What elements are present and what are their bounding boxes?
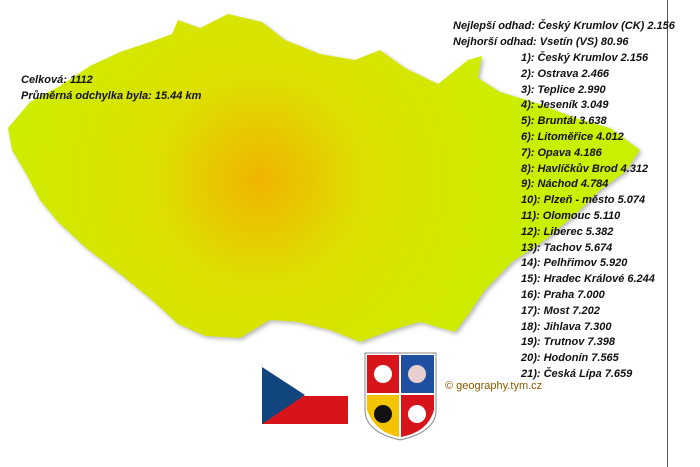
ranking-item: 12): Liberec 5.382 [521,225,614,238]
ranking-item: 13): Tachov 5.674 [521,241,613,254]
best-guess: Nejlepší odhad: Český Krumlov (CK) 2.156 [453,20,675,32]
ranking-item: 21): Česká Lípa 7.659 [521,368,633,380]
czech-coat-of-arms [364,352,437,441]
ranking-item: 18): Jihlava 7.300 [521,320,612,333]
copyright: © geography.tym.cz [445,380,543,392]
ranking-item: 4): Jeseník 3.049 [521,99,609,112]
ranking-item: 2): Ostrava 2.466 [521,67,610,80]
ranking-item: 6): Litoměřice 4.012 [521,131,624,143]
ranking-item: 14): Pelhřimov 5.920 [521,257,628,270]
ranking-item: 3): Teplice 2.990 [521,83,606,96]
ranking-item: 7): Opava 4.186 [521,146,602,159]
ranking-item: 9): Náchod 4.784 [521,178,609,191]
ranking-item: 8): Havlíčkův Brod 4.312 [521,162,649,175]
ranking-item: 15): Hradec Králové 6.244 [521,273,655,286]
average-deviation: Průměrná odchylka byla: 15.44 km [21,90,202,102]
divider-line [667,0,668,467]
czech-republic-shape [8,14,640,342]
total-score: Celková: 1112 [21,74,93,86]
ranking-item: 20): Hodonín 7.565 [521,352,619,365]
ranking-item: 1): Český Krumlov 2.156 [521,52,649,64]
ranking-item: 19): Trutnov 7.398 [521,336,615,349]
ranking-item: 10): Plzeň - město 5.074 [521,194,646,207]
ranking-item: 11): Olomouc 5.110 [521,210,621,222]
czech-flag [262,367,348,424]
worst-guess: Nejhorší odhad: Vsetín (VS) 80.96 [453,36,629,48]
ranking-item: 5): Bruntál 3.638 [521,115,607,128]
ranking-item: 16): Praha 7.000 [521,289,605,301]
ranking-item: 17): Most 7.202 [521,304,600,317]
